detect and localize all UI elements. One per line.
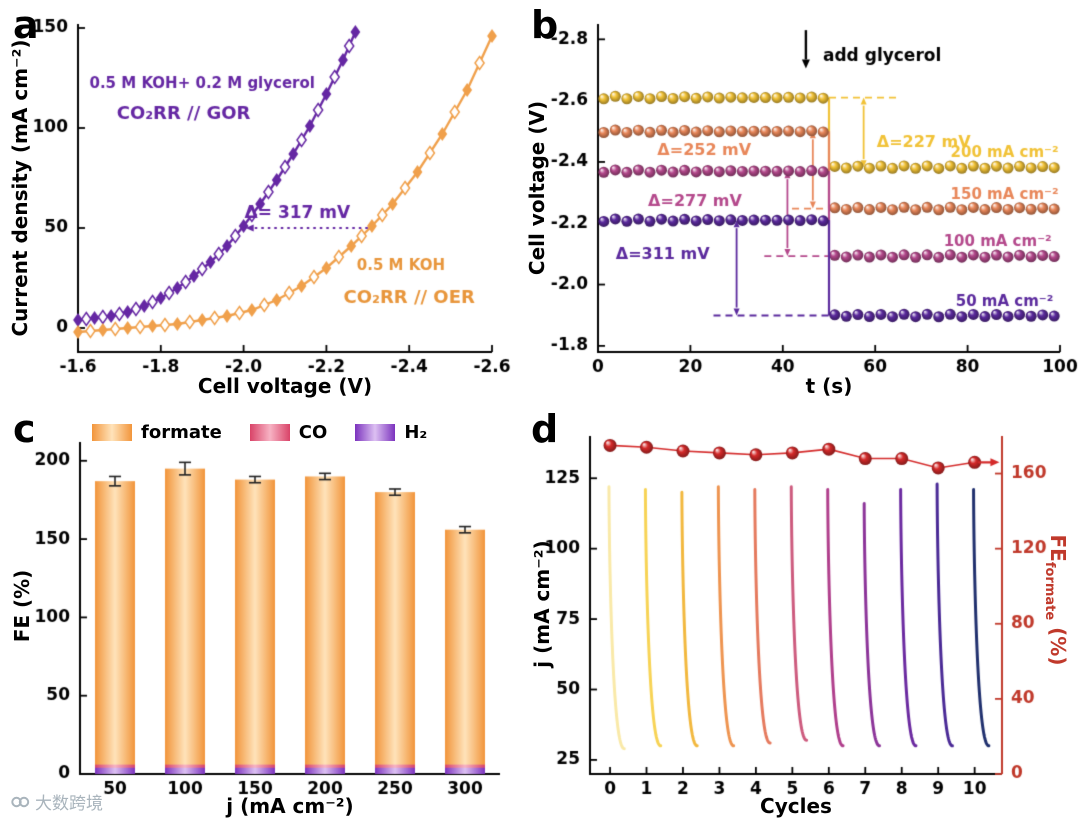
legend-label-formate: formate: [141, 422, 222, 443]
legend-item-co: CO: [249, 422, 328, 443]
watermark-logo-icon: [11, 796, 30, 807]
panel-b-y-axis-title: Cell voltage (V): [525, 100, 549, 276]
panel-a-letter: a: [13, 3, 39, 47]
fe-label-unit: (%): [1046, 620, 1070, 666]
panel-c-y-axis-title: FE (%): [10, 569, 34, 643]
watermark-text: 大数跨境: [35, 794, 103, 814]
panel-c-plot-canvas: [0, 406, 520, 826]
legend-label-co: CO: [298, 422, 328, 443]
legend-item-formate: formate: [92, 422, 222, 443]
panel-d-left-y-axis-title: j (mA cm⁻²): [530, 540, 554, 668]
formate-swatch-icon: [92, 424, 132, 441]
panel-c-letter: c: [13, 407, 36, 451]
panel-a-plot-canvas: [0, 0, 520, 400]
panel-b-plot-canvas: [520, 0, 1080, 400]
fe-label-sub: formate: [1042, 561, 1057, 621]
watermark: 大数跨境: [10, 789, 103, 814]
panel-d-letter: d: [531, 407, 559, 451]
panel-d-plot-canvas: [520, 406, 1080, 826]
panel-c-legend: formate CO H₂: [92, 422, 427, 443]
panel-b-letter: b: [531, 3, 559, 47]
panel-a-x-axis-title: Cell voltage (V): [197, 374, 373, 398]
panel-d-right-y-axis-title: FEformate (%): [1042, 535, 1070, 666]
legend-item-h2: H₂: [355, 422, 427, 443]
panel-d-x-axis-title: Cycles: [760, 794, 832, 818]
co-swatch-icon: [249, 424, 290, 441]
panel-c-x-axis-title: j (mA cm⁻²): [226, 794, 354, 818]
panel-b-x-axis-title: t (s): [805, 374, 853, 398]
panel-a-y-axis-title: Current density (mA cm⁻²): [8, 39, 32, 337]
h2-swatch-icon: [355, 424, 396, 441]
fe-label-main: FE: [1046, 534, 1070, 562]
legend-label-h2: H₂: [404, 422, 428, 443]
